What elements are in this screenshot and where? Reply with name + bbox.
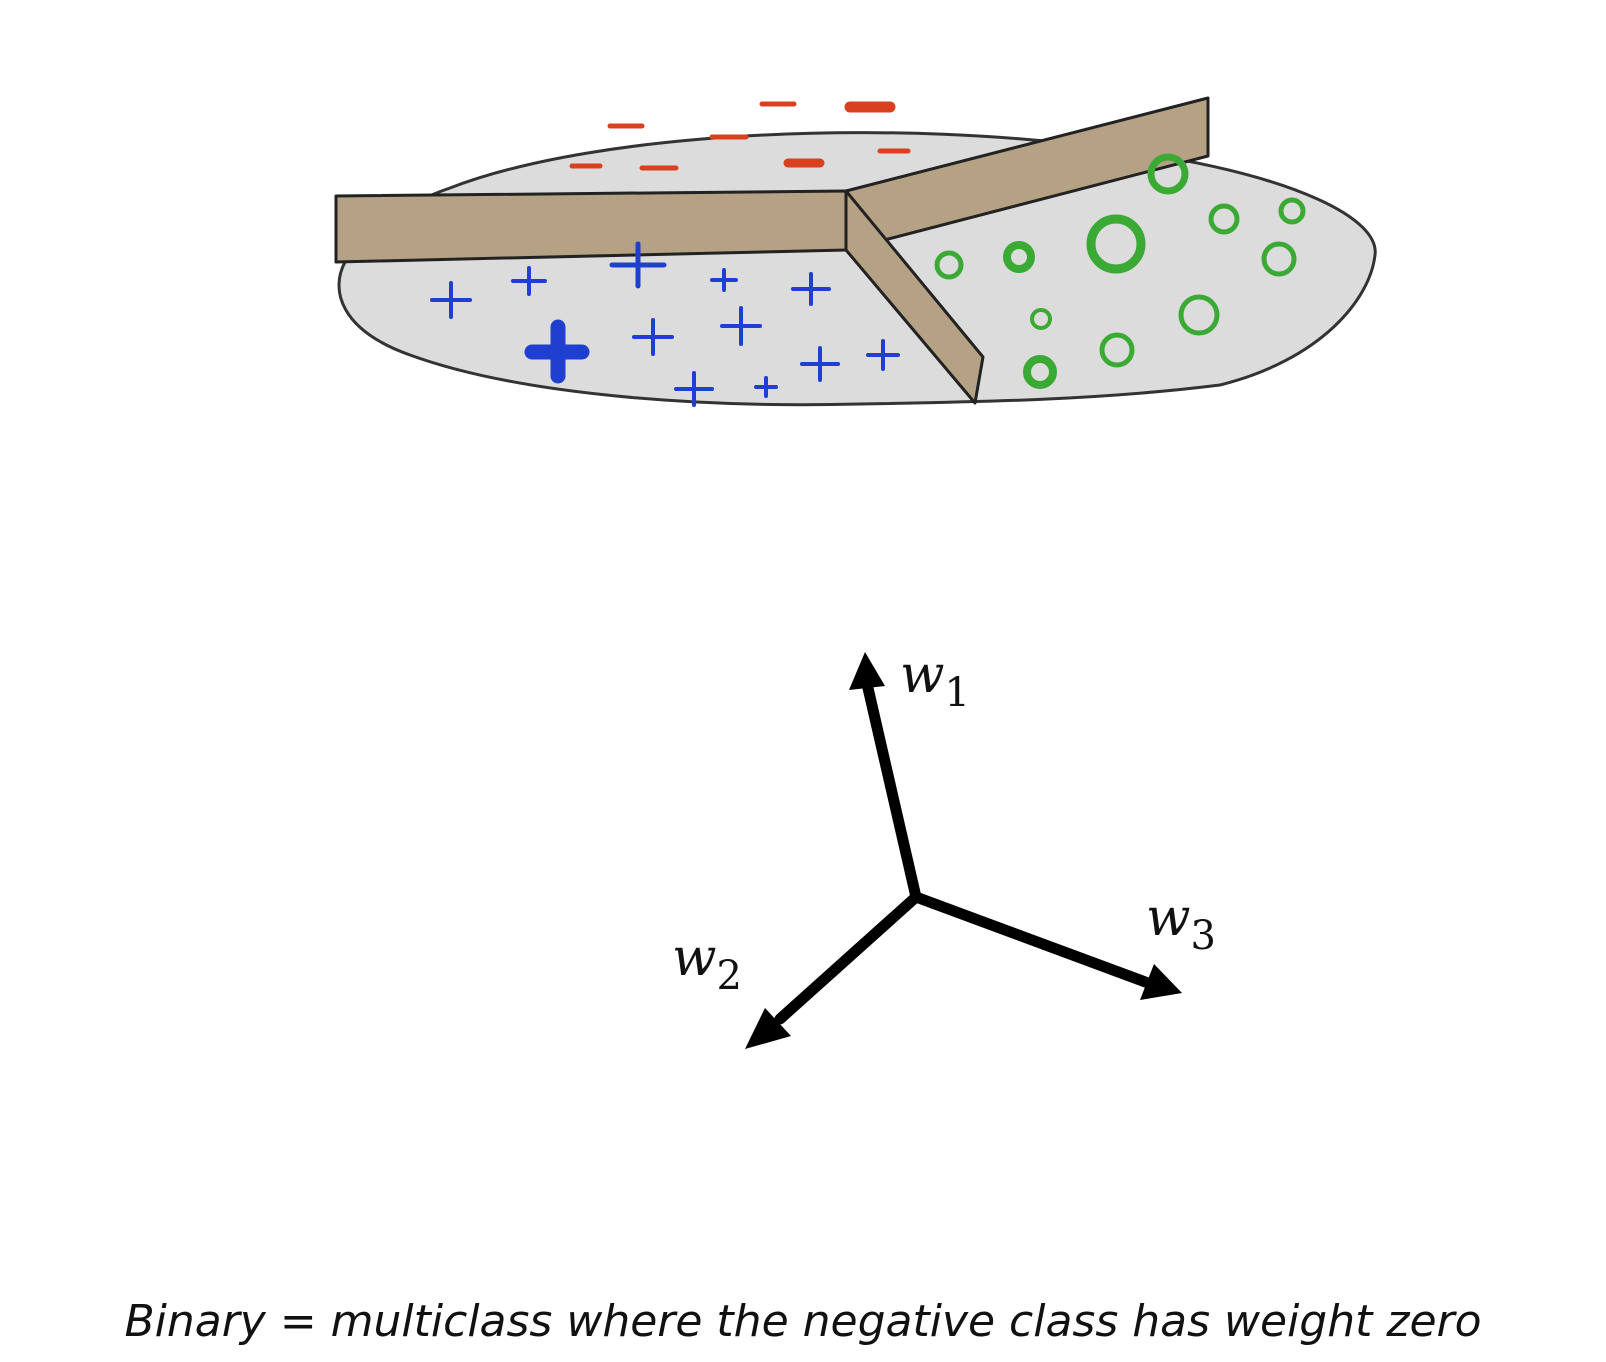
vector-w2-arrowhead — [745, 1008, 791, 1049]
vector-w3-label: w3 — [1146, 888, 1216, 959]
plus-mark-bold — [524, 319, 590, 384]
front-separator-wall — [844, 189, 985, 405]
slide-caption: Binary = multiclass where the negative c… — [124, 1296, 1482, 1347]
circle-mark — [1099, 332, 1135, 368]
circle-mark — [1003, 241, 1035, 273]
circle-mark — [934, 250, 964, 280]
vector-w1-arrowhead — [849, 652, 885, 690]
positive-class-marks — [430, 241, 900, 407]
circle-mark — [1208, 203, 1240, 235]
circle-mark — [1147, 153, 1189, 195]
left-separator-wall — [334, 189, 848, 264]
vector-w1-label: w1 — [900, 645, 970, 716]
plus-mark — [791, 272, 831, 306]
plus-mark — [866, 339, 900, 371]
plus-mark — [609, 241, 667, 289]
plus-mark — [674, 371, 714, 407]
negative-class-marks — [569, 101, 911, 171]
weight-vectors: w1 w2 w3 — [672, 645, 1216, 1049]
plus-mark — [710, 268, 738, 292]
vector-w1-shaft — [862, 682, 922, 903]
plus-mark — [754, 376, 778, 398]
circle-class-marks — [934, 153, 1306, 389]
vector-w3-shaft — [910, 891, 1154, 989]
vector-w2-shaft — [774, 891, 922, 1025]
plus-mark — [800, 346, 840, 382]
circle-mark — [1023, 355, 1057, 389]
circle-mark — [1030, 308, 1052, 330]
circle-mark — [1086, 214, 1146, 274]
plus-mark — [632, 318, 674, 356]
data-disc — [337, 131, 1377, 407]
plus-mark — [511, 266, 547, 296]
circle-mark — [1178, 294, 1220, 336]
circle-mark — [1278, 197, 1306, 225]
partition-illustration — [334, 96, 1377, 407]
plus-mark — [430, 281, 472, 319]
vector-w3-arrowhead — [1140, 964, 1182, 1000]
circle-mark — [1261, 241, 1297, 277]
plus-mark — [720, 306, 762, 346]
vector-w2-label: w2 — [672, 928, 742, 999]
